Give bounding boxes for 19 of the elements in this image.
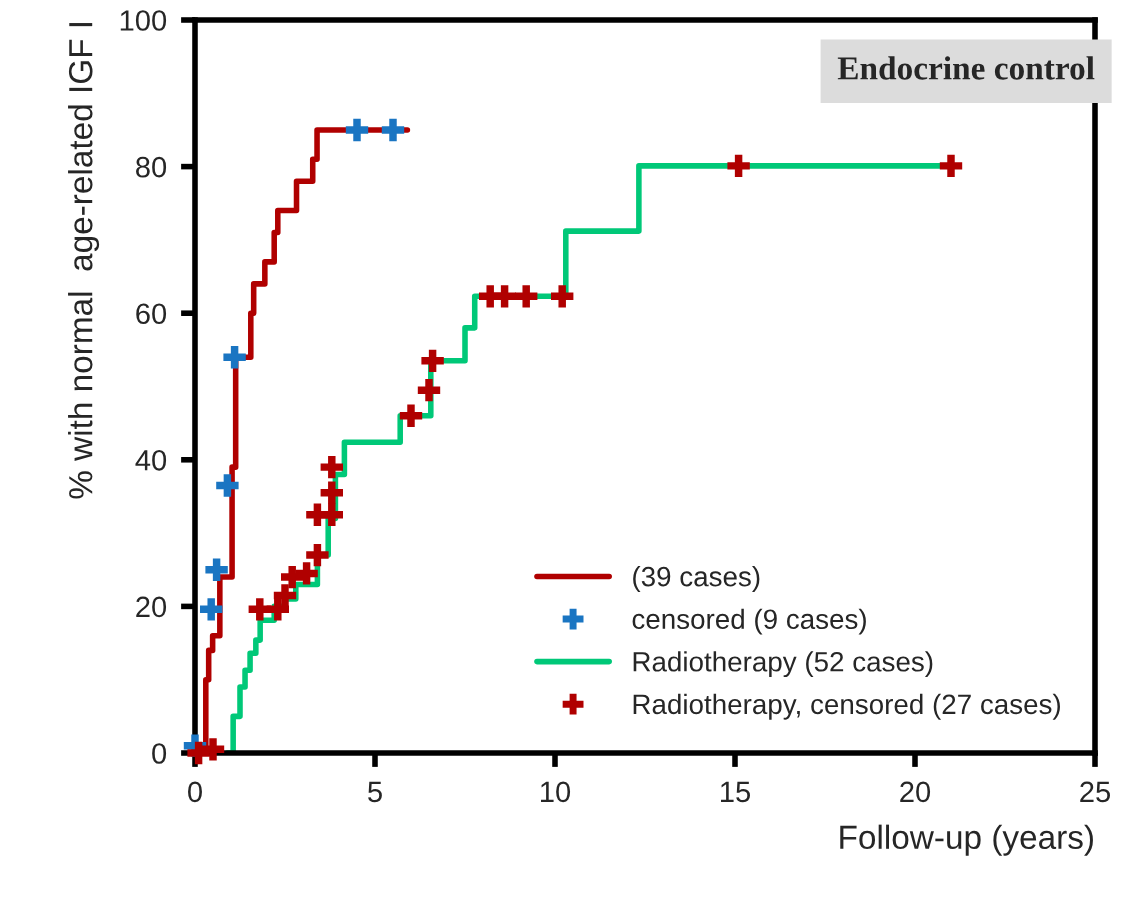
x-tick-label: 25 [1080,781,1110,803]
legend-label: (39 cases) [633,566,760,592]
x-axis-title: Follow-up (years) [840,824,1093,856]
x-tick-label: 20 [900,781,931,803]
x-tick-label: 0 [188,781,202,803]
legend-label: Radiotherapy (52 cases) [633,651,933,678]
x-tick-label: 5 [368,781,382,803]
legend-label: censored (9 cases) [632,608,866,635]
y-axis-title: % with normal age-related IGF I [68,23,100,499]
x-tick-label: 15 [721,781,750,803]
x-tick-label: 10 [541,781,571,803]
annotation: Endocrine control [837,56,1095,80]
y-tick-label: 40 [135,450,167,471]
y-tick-label: 60 [136,303,167,325]
y-tick-label: 100 [120,10,167,31]
y-tick-label: 0 [152,743,167,764]
y-tick-label: 20 [136,596,167,618]
legend-label: Radiotherapy, censored (27 cases) [633,693,1060,720]
y-tick-label: 80 [136,156,167,178]
